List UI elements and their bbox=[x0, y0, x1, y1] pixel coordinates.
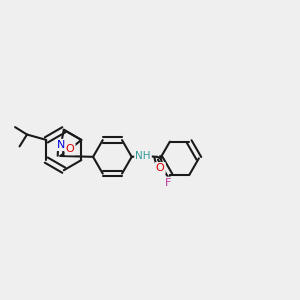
Text: N: N bbox=[57, 140, 65, 150]
Text: O: O bbox=[66, 144, 74, 154]
Text: NH: NH bbox=[135, 151, 151, 161]
Text: F: F bbox=[165, 178, 171, 188]
Text: O: O bbox=[156, 163, 165, 173]
